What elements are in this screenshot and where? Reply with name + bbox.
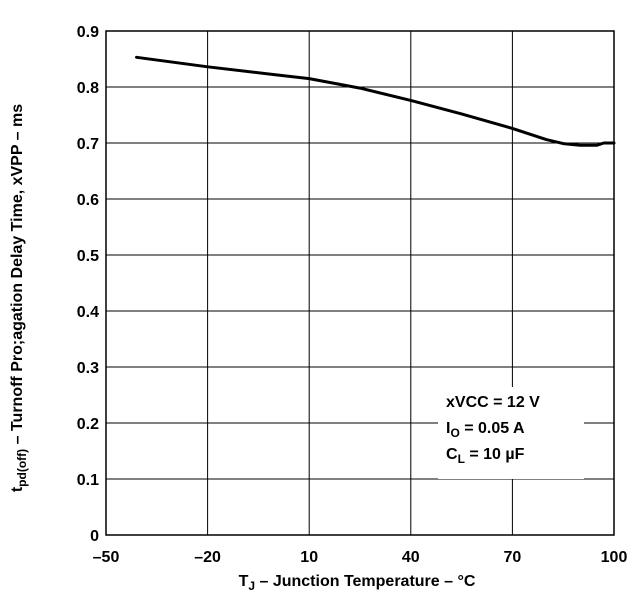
annotations: xVCC = 12 V IO = 0.05 A CL = 10 µF: [446, 394, 540, 466]
plot-frame: [105, 30, 615, 536]
x-tick-label: 100: [601, 549, 628, 566]
series-line: [135, 55, 616, 147]
y-tick-label: 0.2: [77, 416, 99, 433]
y-tick-label: 0.9: [77, 24, 99, 41]
annotation-box: [438, 387, 584, 479]
x-tick-label: –20: [194, 549, 221, 566]
y-tick-label: 0.8: [77, 80, 99, 97]
y-tick-label: 0.3: [77, 360, 99, 377]
x-tick-labels: –50 –20 10 40 70 100: [93, 549, 628, 566]
annotation-line: xVCC = 12 V: [446, 394, 540, 411]
x-tick-label: 10: [300, 549, 318, 566]
y-tick-label: 0.6: [77, 192, 99, 209]
y-axis-label: tpd(off) – Turnoff Pro;agation Delay Tim…: [9, 104, 29, 492]
y-tick-label: 0.1: [77, 472, 99, 489]
x-tick-label: –50: [93, 549, 120, 566]
y-tick-label: 0.4: [77, 304, 99, 321]
y-tick-labels: 0 0.1 0.2 0.3 0.4 0.5 0.6 0.7 0.8 0.9: [77, 24, 99, 545]
x-tick-label: 40: [402, 549, 420, 566]
plot-area: –50 –20 10 40 70 100 0 0.1 0.2 0.3 0.4 0.5 0.6 0.7 0.…: [77, 24, 628, 566]
annotation-line: IO = 0.05 A: [446, 420, 525, 440]
x-tick-label: 70: [504, 549, 522, 566]
x-axis-label: TJ – Junction Temperature – °C: [239, 573, 476, 593]
annotation-line: CL = 10 µF: [446, 446, 525, 466]
y-tick-label: 0.7: [77, 136, 99, 153]
y-tick-label: 0: [90, 528, 99, 545]
y-tick-label: 0.5: [77, 248, 99, 265]
